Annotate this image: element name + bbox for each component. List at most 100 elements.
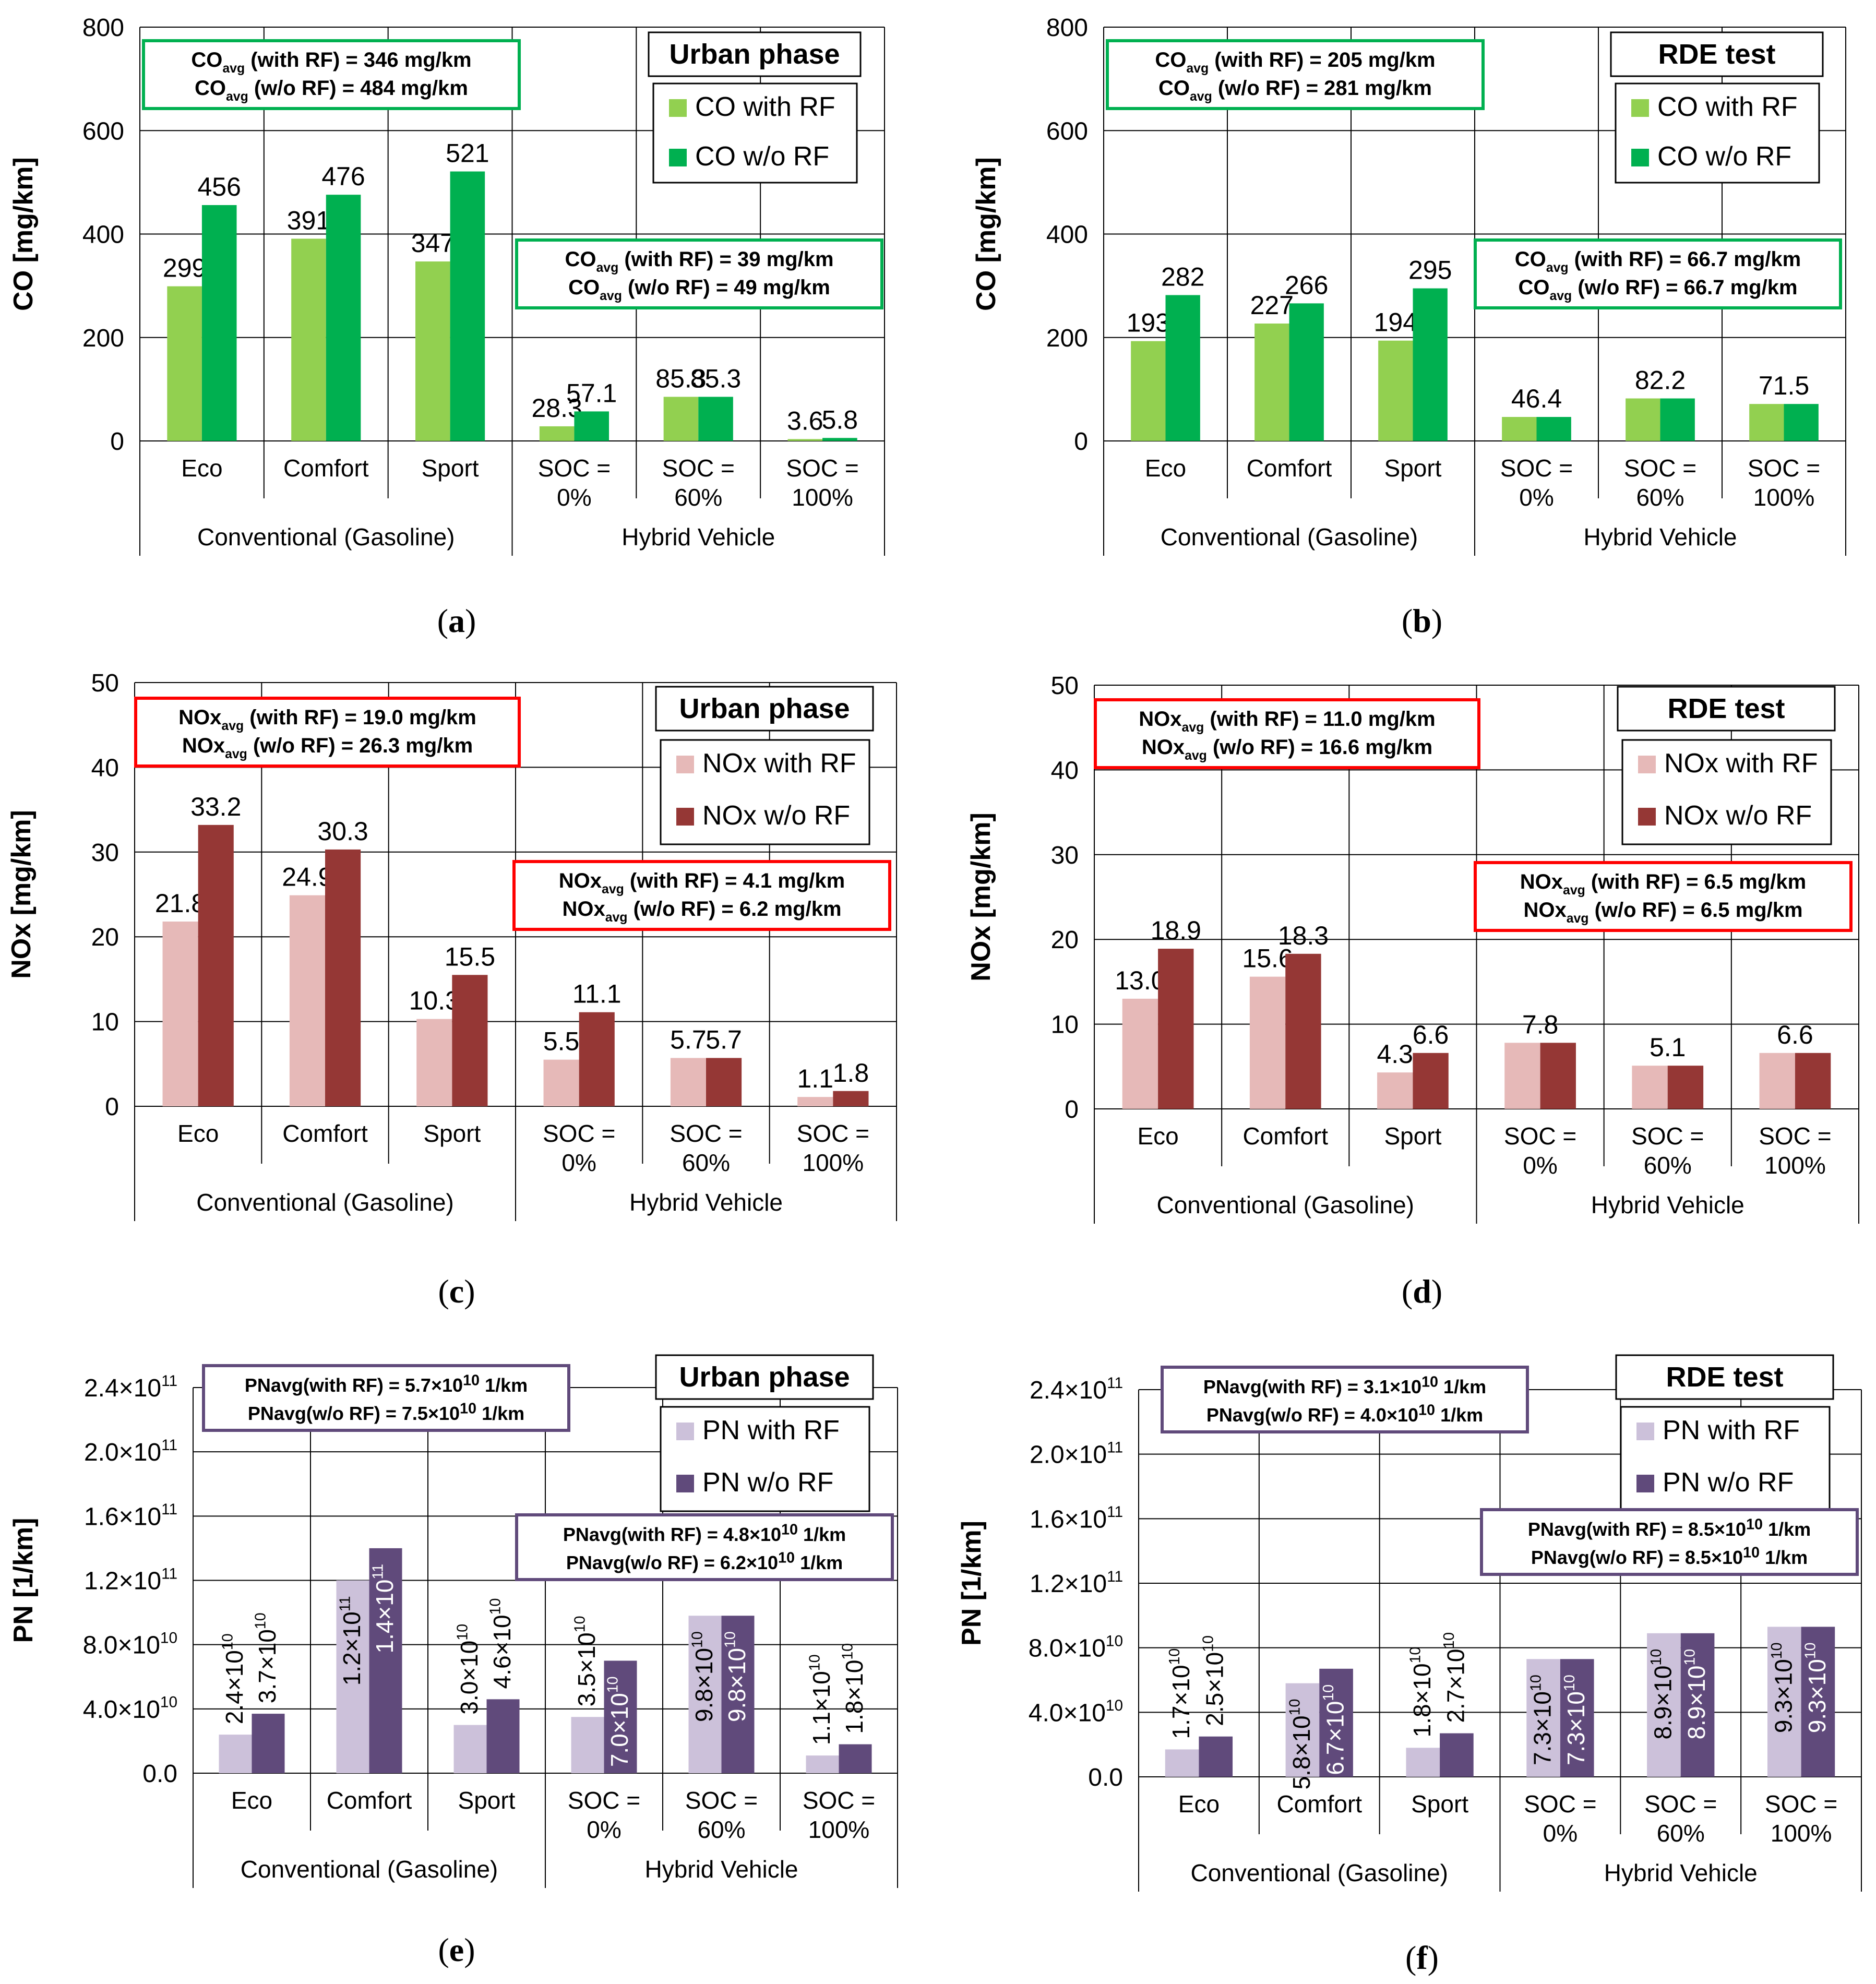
bar-with-rf <box>806 1755 839 1773</box>
chart-title: Urban phase <box>669 39 840 70</box>
bar-with-rf <box>1632 1066 1668 1109</box>
legend-swatch <box>676 756 694 773</box>
data-label: 8.9×1010 <box>1648 1649 1676 1740</box>
y-axis-title: NOx [mg/km] <box>966 812 996 982</box>
average-annotation: PNavg(w/o RF) = 4.0×1010 1/km <box>1206 1402 1483 1426</box>
chart-c-nox-urban: 0 10 20 30 40 50 NOx [mg/km] Eco Comfort Sport SOC… <box>6 670 897 1221</box>
average-annotation: PNavg(with RF) = 5.7×1010 1/km <box>245 1372 528 1396</box>
bar-with-rf <box>571 1717 604 1773</box>
bar-with-rf <box>291 238 326 441</box>
average-annotation: NOxavg (with RF) = 11.0 mg/km <box>1139 708 1435 735</box>
category-label: 60% <box>682 1149 730 1176</box>
group-label: Hybrid Vehicle <box>644 1856 798 1883</box>
data-label: 282 <box>1161 262 1204 291</box>
average-annotation-box <box>1094 698 1480 769</box>
data-label: 4.3 <box>1377 1039 1413 1069</box>
data-label: 5.5 <box>543 1027 580 1056</box>
data-label: 30.3 <box>317 817 368 846</box>
category-label: Eco <box>181 455 222 482</box>
bar-without-rf <box>1285 953 1321 1109</box>
legend <box>660 1406 870 1512</box>
category-label: SOC = <box>1624 455 1696 482</box>
caption-b: (b) <box>1401 602 1443 639</box>
chart-e-pn-urban: 0.0 4.0×1010 8.0×1010 1.2×1011 1.6×1011 2.0×1… <box>8 1354 898 1888</box>
data-label: 15.5 <box>445 942 495 971</box>
y-tick-label: 20 <box>1051 926 1079 954</box>
y-tick-label: 800 <box>1046 14 1088 42</box>
category-label: Sport <box>1384 455 1442 482</box>
category-label: Comfort <box>282 1120 368 1147</box>
y-axis-title: NOx [mg/km] <box>6 810 37 979</box>
average-annotation-box <box>142 39 521 110</box>
y-tick-label: 1.6×1011 <box>84 1501 177 1531</box>
bar-without-rf <box>574 411 610 441</box>
bar-without-rf <box>452 975 488 1106</box>
title-box <box>655 1354 874 1400</box>
data-label: 1.8×1010 <box>840 1643 868 1734</box>
average-annotation: NOxavg (with RF) = 4.1 mg/km <box>559 869 845 897</box>
category-label: SOC = <box>1644 1790 1717 1818</box>
category-label: Comfort <box>327 1787 412 1814</box>
y-tick-label: 600 <box>1046 117 1088 145</box>
average-annotation-box <box>1480 1508 1859 1576</box>
legend-swatch <box>669 149 687 166</box>
category-label: Sport <box>1411 1790 1468 1818</box>
category-label: Sport <box>423 1120 481 1147</box>
data-label: 10.3 <box>409 986 460 1015</box>
bar-with-rf <box>1249 976 1286 1109</box>
bar-with-rf <box>289 895 325 1106</box>
chart-title: Urban phase <box>679 1361 850 1393</box>
bar-with-rf <box>1749 404 1784 441</box>
data-label: 18.3 <box>1278 921 1329 950</box>
bar-with-rf <box>415 261 450 441</box>
data-label: 391 <box>287 206 330 235</box>
data-label: 15.6 <box>1242 944 1293 973</box>
data-label: 1.8×1010 <box>1407 1647 1435 1738</box>
legend-swatch <box>676 808 694 826</box>
category-label: 0% <box>557 484 591 511</box>
legend-label: NOx with RF <box>702 748 856 779</box>
bar-without-rf <box>839 1744 872 1773</box>
category-label: SOC = <box>1500 455 1573 482</box>
bar-with-rf <box>1626 398 1660 441</box>
group-label: Conventional (Gasoline) <box>197 523 455 551</box>
bar-with-rf <box>1759 1053 1795 1109</box>
bar-with-rf <box>1502 417 1537 441</box>
bar-without-rf <box>1413 1053 1449 1109</box>
bar-without-rf <box>198 824 234 1106</box>
y-tick-label: 4.0×1010 <box>1029 1697 1123 1727</box>
y-tick-label: 2.0×1011 <box>84 1437 177 1466</box>
data-label: 46.4 <box>1511 384 1562 413</box>
legend-label: PN w/o RF <box>1663 1467 1794 1498</box>
bar-without-rf <box>1667 1066 1704 1109</box>
y-tick-label: 8.0×1010 <box>1029 1633 1123 1663</box>
legend-swatch <box>1636 1475 1654 1492</box>
legend-label: CO with RF <box>1657 92 1798 122</box>
data-label: 82.2 <box>1635 366 1686 395</box>
legend-label: PN w/o RF <box>702 1467 833 1498</box>
data-label: 295 <box>1408 256 1452 285</box>
data-label: 4.6×1010 <box>487 1598 516 1689</box>
y-tick-label: 30 <box>1051 842 1079 869</box>
bar-without-rf <box>604 1660 637 1773</box>
y-tick-label: 0 <box>1074 428 1088 456</box>
y-tick-label: 0.0 <box>1088 1764 1123 1791</box>
y-tick-label: 20 <box>91 924 119 951</box>
chart-b-co-rde: 0 200 400 600 800 CO [mg/km] Eco Comfort Sport SO… <box>971 14 1846 556</box>
data-label: 347 <box>411 229 455 258</box>
category-label: 100% <box>803 1149 864 1176</box>
bar-with-rf <box>670 1058 706 1106</box>
group-label: Conventional (Gasoline) <box>1157 1191 1415 1218</box>
average-annotation-box <box>1161 1366 1529 1433</box>
average-annotation: PNavg(w/o RF) = 7.5×1010 1/km <box>248 1400 524 1424</box>
y-tick-label: 2.4×1011 <box>1030 1375 1123 1404</box>
average-annotation: PNavg(w/o RF) = 6.2×1010 1/km <box>566 1549 843 1573</box>
average-annotation-box <box>515 1513 894 1581</box>
bar-with-rf <box>416 1019 452 1106</box>
category-label: Eco <box>1137 1122 1178 1150</box>
data-label: 299 <box>163 254 206 283</box>
data-label: 21.8 <box>155 889 206 918</box>
bar-without-rf <box>1536 417 1571 441</box>
average-annotation: NOxavg (with RF) = 6.5 mg/km <box>1520 870 1806 898</box>
bar-without-rf <box>1680 1633 1715 1777</box>
